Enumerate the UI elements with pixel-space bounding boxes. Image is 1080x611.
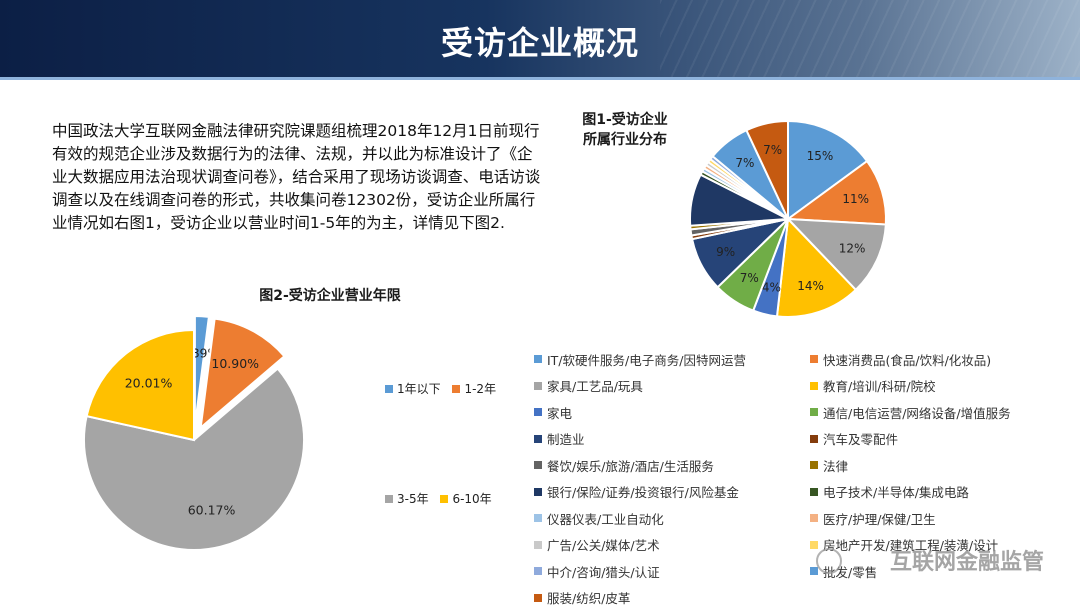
legend-label: 通信/电信运营/网络设备/增值服务	[823, 403, 1011, 422]
legend-swatch	[452, 385, 460, 393]
legend-label: 3-5年	[397, 490, 429, 507]
chart2-legend-bottom: 3-5年 6-10年	[385, 490, 500, 507]
legend-swatch	[810, 355, 818, 363]
legend-swatch	[534, 461, 542, 469]
legend-label: 汽车及零配件	[823, 429, 898, 448]
legend-swatch	[534, 567, 542, 575]
chart1-data-label: 7%	[763, 143, 782, 157]
chart2-legend-top: 1年以下 1-2年	[385, 380, 504, 397]
chart1-data-label: 7%	[740, 271, 759, 285]
chart2-legend-item: 1-2年	[452, 380, 496, 397]
legend-label: 电子技术/半导体/集成电路	[823, 482, 969, 501]
legend-label: 银行/保险/证券/投资银行/风险基金	[547, 482, 739, 501]
chart2-data-label: 60.17%	[188, 502, 236, 517]
legend-swatch	[810, 541, 818, 549]
chart1-legend-row: 服装/纺织/皮革	[534, 585, 1054, 611]
legend-swatch	[810, 382, 818, 390]
legend-swatch	[534, 514, 542, 522]
chart1-legend-row: 家电 通信/电信运营/网络设备/增值服务	[534, 399, 1054, 426]
legend-label: 仪器仪表/工业自动化	[547, 509, 664, 528]
legend-label: 医疗/护理/保健/卫生	[823, 509, 936, 528]
watermark: 互联网金融监管	[890, 544, 1044, 576]
chart1-data-label: 9%	[716, 245, 735, 259]
legend-swatch	[810, 435, 818, 443]
chart1-data-label: 15%	[807, 149, 834, 163]
chart1-legend-item: 广告/公关/媒体/艺术	[534, 532, 810, 559]
legend-label: IT/软硬件服务/电子商务/因特网运营	[547, 350, 746, 369]
legend-swatch	[810, 461, 818, 469]
chart2-data-label: 20.01%	[125, 375, 173, 390]
chart1-legend-item: 餐饮/娱乐/旅游/酒店/生活服务	[534, 452, 810, 479]
legend-swatch	[534, 488, 542, 496]
legend-label: 法律	[823, 456, 848, 475]
chart1-title-line1: 图1-受访企业	[565, 110, 685, 130]
chart1-legend-item: 银行/保险/证券/投资银行/风险基金	[534, 479, 810, 506]
chart2-legend-item: 3-5年	[385, 490, 429, 507]
chart1-legend-item: 电子技术/半导体/集成电路	[810, 479, 969, 506]
chart1-legend-item: 家电	[534, 399, 810, 426]
chart1-legend-item: 法律	[810, 452, 848, 479]
legend-label: 餐饮/娱乐/旅游/酒店/生活服务	[547, 456, 714, 475]
chart1-data-label: 14%	[797, 279, 824, 293]
chart1-legend-row: 银行/保险/证券/投资银行/风险基金 电子技术/半导体/集成电路	[534, 479, 1054, 506]
chart2-data-label: 10.90%	[211, 356, 259, 371]
legend-swatch	[810, 488, 818, 496]
legend-swatch	[810, 567, 818, 575]
legend-label: 6-10年	[452, 490, 491, 507]
legend-swatch	[440, 495, 448, 503]
chart1-legend-row: 制造业 汽车及零配件	[534, 426, 1054, 453]
chart1-legend-row: IT/软硬件服务/电子商务/因特网运营 快速消费品(食品/饮料/化妆品)	[534, 346, 1054, 373]
chart1-legend-item: 家具/工艺品/玩具	[534, 373, 810, 400]
chart2-title: 图2-受访企业营业年限	[200, 285, 460, 305]
legend-label: 1-2年	[464, 380, 496, 397]
chart1-legend-item: 快速消费品(食品/饮料/化妆品)	[810, 346, 991, 373]
legend-label: 服装/纺织/皮革	[547, 588, 630, 607]
chart1-data-label: 11%	[842, 192, 869, 206]
chart1-legend-item: 医疗/护理/保健/卫生	[810, 505, 936, 532]
chart1-title: 图1-受访企业 所属行业分布	[565, 110, 685, 150]
legend-swatch	[385, 495, 393, 503]
legend-label: 1年以下	[397, 380, 441, 397]
chart1-data-label: 12%	[839, 242, 866, 256]
legend-label: 教育/培训/科研/院校	[823, 376, 936, 395]
legend-swatch	[534, 594, 542, 602]
chart1-legend-item: 中介/咨询/猎头/认证	[534, 558, 810, 585]
legend-swatch	[534, 541, 542, 549]
legend-swatch	[534, 355, 542, 363]
legend-label: 制造业	[547, 429, 585, 448]
legend-label: 家电	[547, 403, 572, 422]
chart1-title-line2: 所属行业分布	[565, 130, 685, 150]
legend-swatch	[810, 408, 818, 416]
chart2-legend-item: 6-10年	[440, 490, 491, 507]
chart1-legend-item: 汽车及零配件	[810, 426, 898, 453]
legend-label: 广告/公关/媒体/艺术	[547, 535, 660, 554]
legend-label: 中介/咨询/猎头/认证	[547, 562, 660, 581]
chart2-legend-item: 1年以下	[385, 380, 441, 397]
legend-label: 快速消费品(食品/饮料/化妆品)	[823, 350, 991, 369]
legend-label: 家具/工艺品/玩具	[547, 376, 643, 395]
legend-swatch	[534, 435, 542, 443]
chart1-legend-row: 餐饮/娱乐/旅游/酒店/生活服务 法律	[534, 452, 1054, 479]
chart1-legend-item: 仪器仪表/工业自动化	[534, 505, 810, 532]
chart1-legend-item: 服装/纺织/皮革	[534, 585, 810, 611]
chart1-legend-item: 教育/培训/科研/院校	[810, 373, 936, 400]
chart1-legend-item: IT/软硬件服务/电子商务/因特网运营	[534, 346, 810, 373]
legend-swatch	[385, 385, 393, 393]
chart1-legend-item: 制造业	[534, 426, 810, 453]
chart1-legend-row: 仪器仪表/工业自动化 医疗/护理/保健/卫生	[534, 505, 1054, 532]
chart1-data-label: 7%	[735, 156, 754, 170]
legend-swatch	[534, 408, 542, 416]
legend-swatch	[534, 382, 542, 390]
wechat-icon	[816, 548, 842, 574]
legend-swatch	[810, 514, 818, 522]
chart1-legend-item: 通信/电信运营/网络设备/增值服务	[810, 399, 1011, 426]
chart1-legend-row: 家具/工艺品/玩具 教育/培训/科研/院校	[534, 373, 1054, 400]
